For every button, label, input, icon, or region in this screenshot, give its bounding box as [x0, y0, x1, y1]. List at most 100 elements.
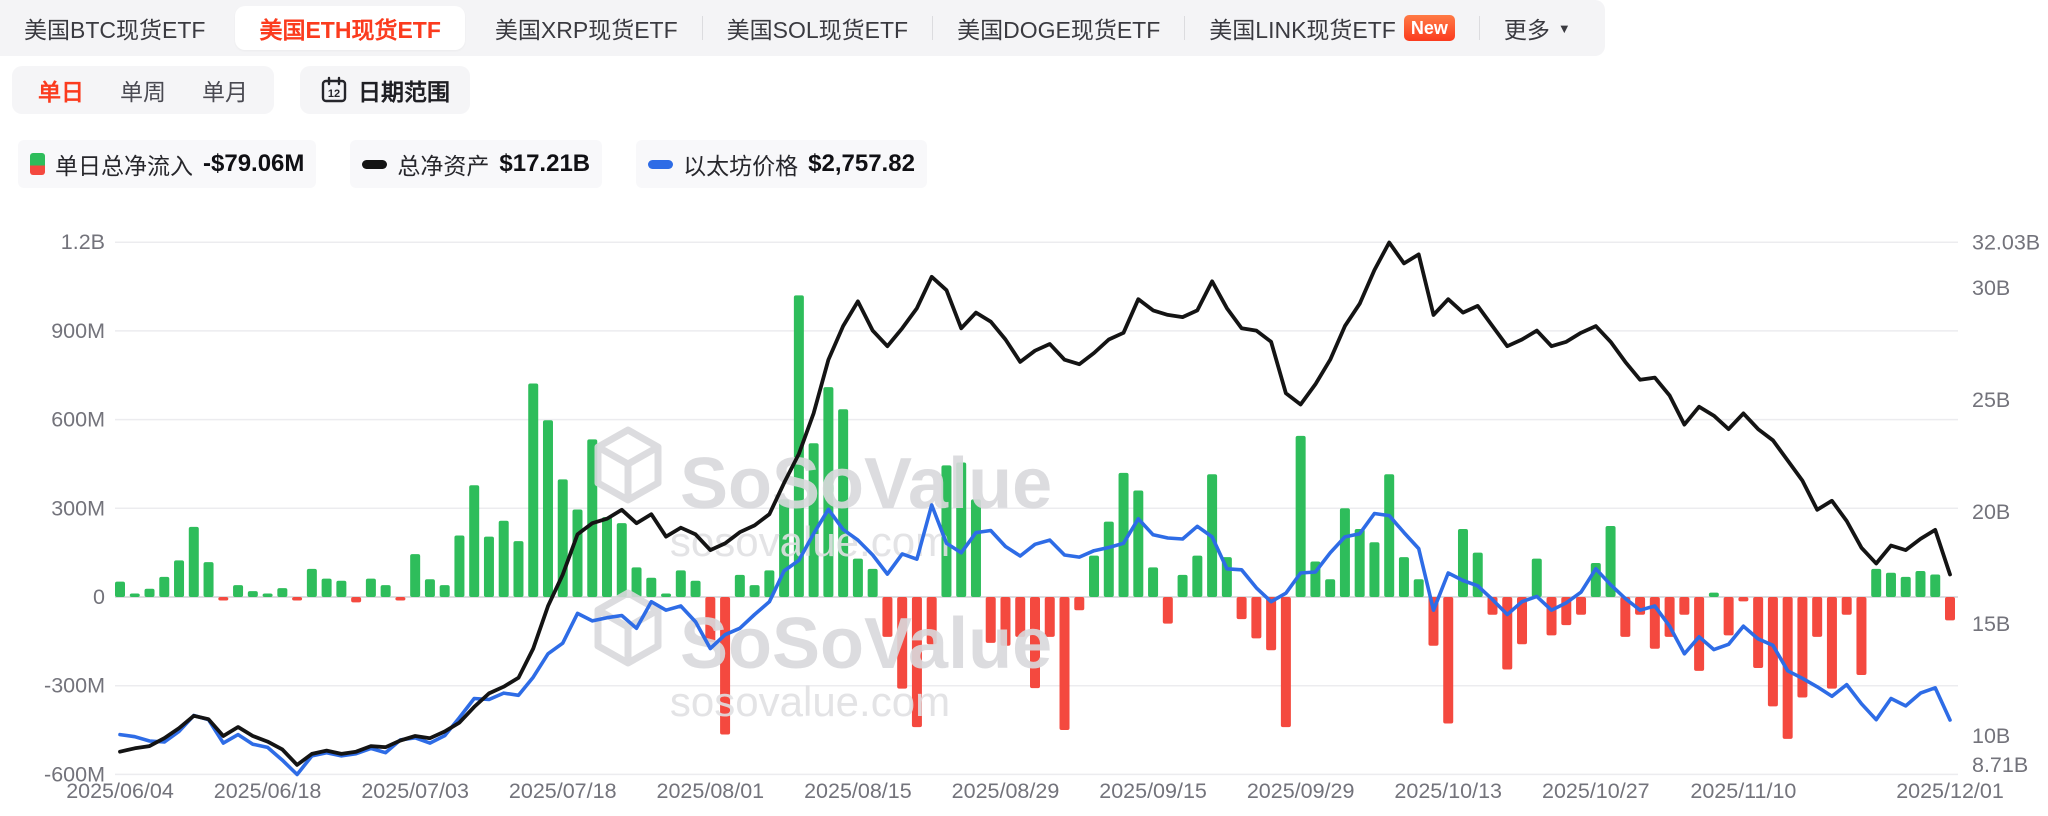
inflow-bar	[321, 578, 332, 597]
inflow-bar	[1767, 597, 1778, 707]
inflow-bar	[985, 597, 996, 643]
inflow-bar	[1398, 557, 1409, 597]
tab-etf-1[interactable]: 美国ETH现货ETF	[235, 6, 465, 50]
inflow-bar	[1546, 597, 1557, 636]
inflow-bar	[1812, 597, 1823, 637]
inflow-bar	[218, 597, 229, 601]
line-swatch-icon	[648, 159, 674, 169]
legend-item-0[interactable]: 单日总净流入 -$79.06M	[18, 140, 317, 188]
tab-etf-3[interactable]: 美国SOL现货ETF	[703, 0, 932, 56]
inflow-bar	[410, 554, 421, 597]
inflow-bar	[1694, 597, 1705, 671]
tab-etf-2[interactable]: 美国XRP现货ETF	[471, 0, 702, 56]
line-swatch-icon	[362, 159, 388, 169]
x-axis-date-label: 2025/11/10	[1690, 779, 1796, 803]
legend-label: 总净资产	[397, 153, 490, 179]
period-option-0[interactable]: 单日	[38, 79, 84, 105]
tab-etf-4[interactable]: 美国DOGE现货ETF	[933, 0, 1184, 56]
inflow-bar	[1339, 508, 1350, 597]
inflow-bar	[838, 409, 849, 597]
inflow-bar	[1679, 597, 1690, 615]
y-axis-left-label: 0	[93, 585, 105, 609]
inflow-bar	[867, 568, 878, 597]
legend-value: $17.21B	[499, 150, 591, 177]
inflow-bar	[1030, 597, 1040, 689]
tab-etf-5[interactable]: 美国LINK现货ETF New	[1185, 0, 1479, 56]
inflow-bar	[1915, 570, 1926, 597]
svg-text:12: 12	[328, 88, 340, 100]
tab-label: 美国LINK现货ETF	[1209, 17, 1396, 43]
x-axis-date-label: 2025/09/29	[1247, 779, 1355, 803]
inflow-bar	[1148, 567, 1159, 597]
y-axis-right-label: 20B	[1972, 500, 2010, 524]
inflow-bar	[115, 581, 125, 597]
inflow-bar	[292, 597, 303, 601]
inflow-bar	[1015, 597, 1026, 637]
tab-more[interactable]: 更多 ▼	[1480, 0, 1595, 56]
x-axis-date-label: 2025/08/15	[804, 779, 912, 803]
inflow-bar	[1192, 555, 1203, 597]
chart-legend: 单日总净流入 -$79.06M 总净资产 $17.21B 以太坊价格 $2,757.82	[18, 140, 927, 188]
y-axis-right-label: 32.03B	[1972, 231, 2040, 255]
inflow-bar-swatch-icon	[30, 153, 45, 175]
inflow-bar	[911, 597, 922, 728]
inflow-bar	[1000, 597, 1011, 646]
y-axis-left-label: 600M	[51, 408, 105, 432]
inflow-bar	[424, 579, 435, 597]
x-axis-date-label: 2025/06/04	[66, 779, 174, 803]
tab-label: 美国DOGE现货ETF	[957, 17, 1161, 43]
inflow-bar	[749, 585, 760, 597]
y-axis-right-label: 8.71B	[1972, 753, 2028, 777]
chevron-down-icon: ▼	[1557, 20, 1571, 36]
inflow-bar	[1044, 597, 1055, 637]
svg-text:sosovalue.com: sosovalue.com	[670, 678, 950, 725]
inflow-bar	[365, 578, 376, 597]
inflow-bar	[1443, 597, 1454, 724]
inflow-bar	[1118, 472, 1129, 597]
inflow-bar	[380, 585, 391, 597]
period-option-1[interactable]: 单周	[120, 79, 166, 105]
inflow-bar	[528, 383, 539, 597]
inflow-bar	[1605, 526, 1616, 597]
tab-etf-0[interactable]: 美国BTC现货ETF	[0, 0, 229, 56]
period-option-2[interactable]: 单月	[202, 79, 248, 105]
legend-value: $2,757.82	[808, 150, 915, 177]
tab-divider	[1478, 16, 1480, 40]
chart-toolbar: 单日 单周 单月 12 日期范围	[12, 66, 470, 114]
inflow-bar	[1664, 597, 1675, 637]
inflow-bar	[970, 499, 981, 597]
inflow-bar	[351, 597, 362, 603]
inflow-bar	[469, 485, 480, 597]
inflow-bar	[1280, 597, 1291, 728]
inflow-bar	[897, 597, 908, 689]
inflow-bar	[690, 580, 701, 597]
tab-divider	[932, 16, 934, 40]
x-axis-date-label: 2025/10/27	[1542, 779, 1650, 803]
inflow-bar	[1620, 597, 1631, 637]
inflow-bar	[941, 465, 952, 597]
y-axis-left-label: 1.2B	[61, 230, 105, 254]
inflow-bar	[306, 568, 317, 597]
inflow-bar	[1885, 572, 1896, 597]
legend-item-2[interactable]: 以太坊价格 $2,757.82	[636, 140, 927, 188]
inflow-bar	[661, 593, 672, 597]
inflow-bar	[616, 523, 627, 597]
inflow-bar	[720, 597, 731, 735]
inflow-bar	[675, 570, 686, 597]
svg-text:SoSoValue: SoSoValue	[680, 444, 1052, 524]
legend-item-1[interactable]: 总净资产 $17.21B	[350, 140, 603, 188]
date-range-button[interactable]: 12 日期范围	[300, 66, 470, 114]
x-axis-date-label: 2025/10/13	[1394, 779, 1502, 803]
inflow-bar	[1826, 597, 1837, 689]
tab-label: 美国ETH现货ETF	[259, 17, 441, 43]
y-axis-left-label: -300M	[44, 674, 105, 698]
inflow-bar	[247, 591, 258, 597]
inflow-bar	[395, 597, 406, 601]
x-axis-date-label: 2025/09/15	[1099, 779, 1207, 803]
inflow-bar	[1266, 597, 1277, 651]
inflow-bar	[646, 577, 657, 597]
inflow-bar	[1753, 597, 1764, 668]
inflow-bar	[1325, 579, 1336, 597]
inflow-bar	[188, 526, 199, 597]
